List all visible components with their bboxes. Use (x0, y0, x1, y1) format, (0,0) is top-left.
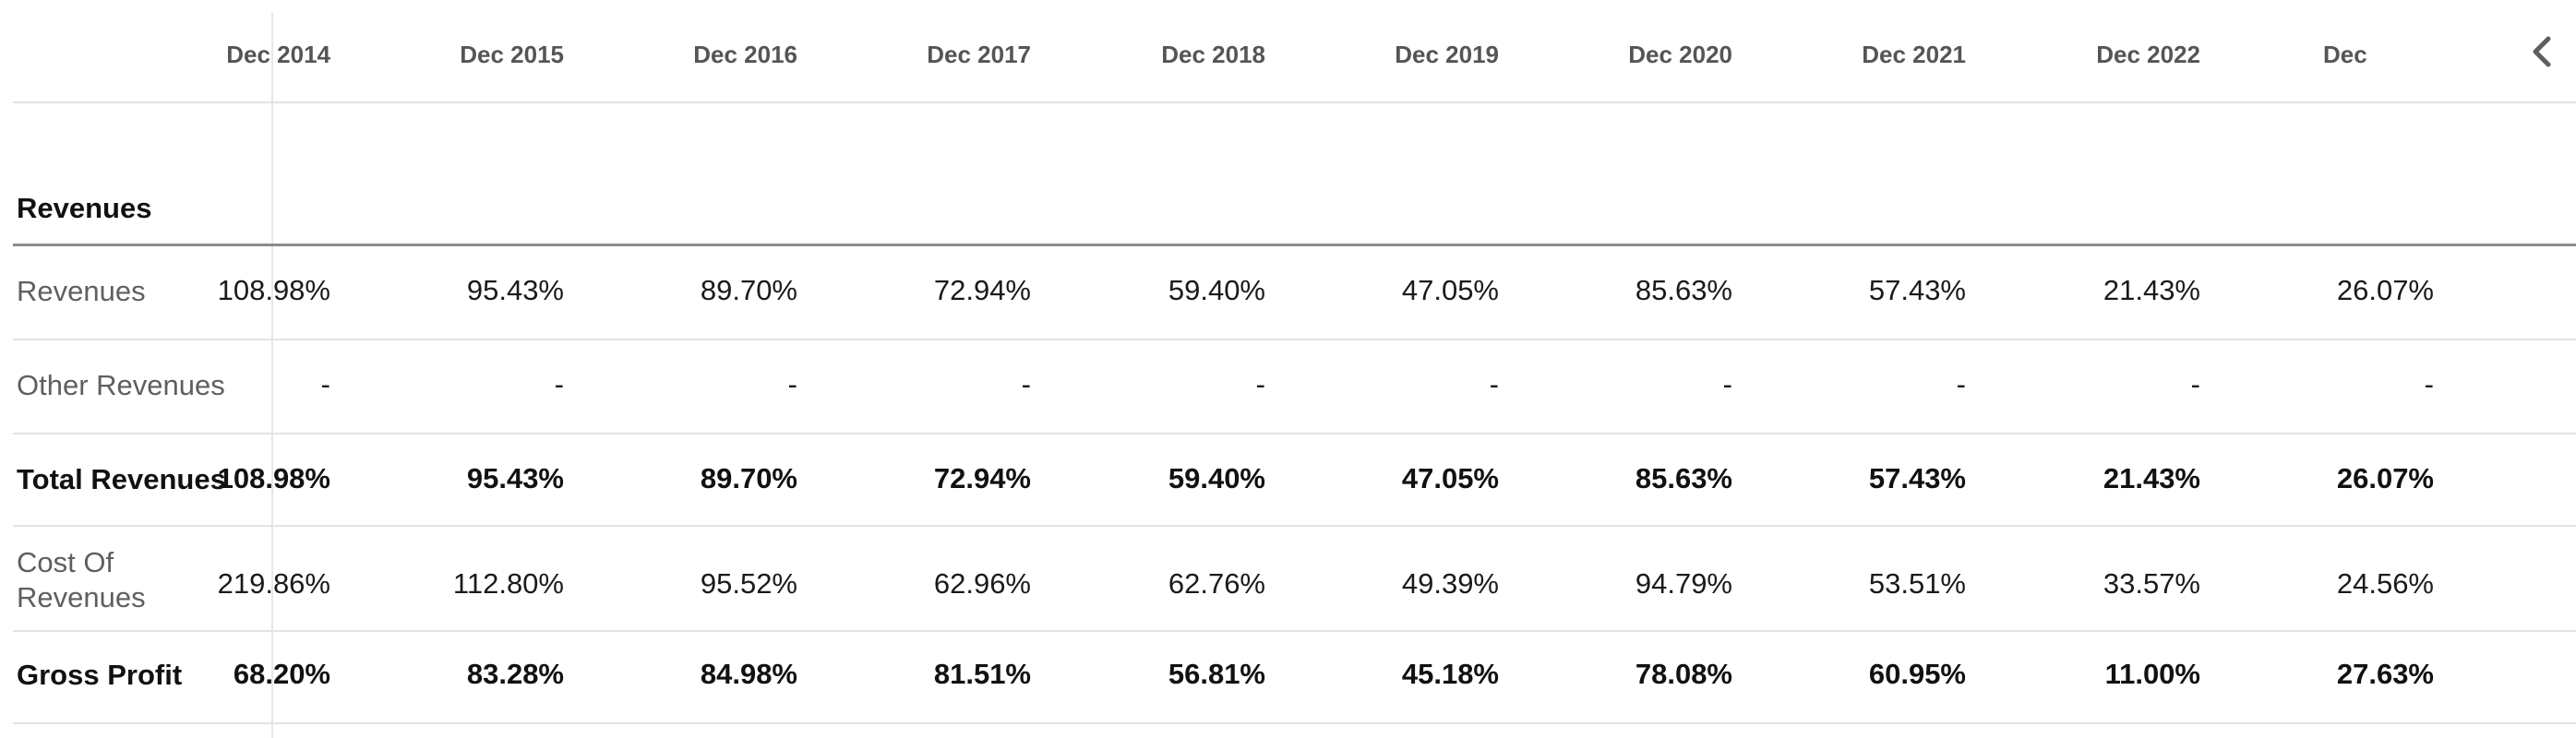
row-label: Other Revenues (17, 369, 225, 401)
table-cell: 108.98% (217, 462, 330, 494)
table-cell: 57.43% (1868, 274, 1966, 306)
table-cell: 78.08% (1635, 658, 1732, 690)
table-cell: - (320, 368, 330, 400)
table-cell: 56.81% (1168, 658, 1265, 690)
row-divider (13, 525, 2576, 527)
table-cell: 108.98% (217, 274, 330, 306)
label-column-divider (271, 13, 273, 738)
table-cell: 84.98% (700, 658, 797, 690)
table-cell: - (2190, 368, 2200, 400)
table-cell: 85.63% (1635, 274, 1732, 306)
row-divider (13, 339, 2576, 340)
section-title: Revenues (17, 192, 152, 224)
header-divider (13, 101, 2576, 103)
table-row: Other Revenues - - - - - - - - - - (13, 340, 2576, 433)
column-header: Dec 2018 (1161, 41, 1265, 68)
table-cell: 47.05% (1401, 274, 1499, 306)
table-cell: 21.43% (2103, 274, 2200, 306)
chevron-left-icon (2533, 36, 2551, 67)
table-cell: 57.43% (1868, 462, 1966, 494)
table-cell: 59.40% (1168, 274, 1265, 306)
table-row: Total Revenues 108.98% 95.43% 89.70% 72.… (13, 434, 2576, 536)
financial-table: Dec 2014 Dec 2015 Dec 2016 Dec 2017 Dec … (13, 13, 2576, 738)
row-divider (13, 630, 2576, 632)
table-cell: 49.39% (1401, 567, 1499, 600)
table-cell: 112.80% (452, 567, 564, 600)
table-cell: - (2424, 368, 2434, 400)
table-cell: - (1956, 368, 1966, 400)
row-label: Gross Profit (17, 659, 183, 691)
column-header: Dec 2022 (2096, 41, 2200, 68)
column-header: Dec 2020 (1628, 41, 1732, 68)
table-cell: - (787, 368, 797, 400)
table-cell: 83.28% (466, 658, 564, 690)
table-cell: 24.56% (2336, 567, 2434, 600)
table-cell: 21.43% (2103, 462, 2200, 494)
table-cell: 89.70% (700, 462, 797, 494)
table-cell: 27.63% (2336, 658, 2434, 690)
table-cell: 47.05% (1401, 462, 1499, 494)
table-cell: 72.94% (933, 462, 1031, 494)
column-header: Dec 2021 (1862, 41, 1966, 68)
table-cell: 219.86% (217, 567, 330, 600)
column-header: Dec 2015 (460, 41, 564, 68)
table-cell: - (554, 368, 564, 400)
row-label: Cost Of Revenues (17, 546, 146, 613)
table-cell: 95.52% (700, 567, 797, 600)
table-cell: 45.18% (1401, 658, 1499, 690)
table-cell: 26.07% (2336, 274, 2434, 306)
section-divider (13, 244, 2576, 246)
table-cell: 62.96% (933, 567, 1031, 600)
table-row: Revenues 108.98% 95.43% 89.70% 72.94% 59… (13, 246, 2576, 339)
row-divider (13, 722, 2576, 724)
column-header: Dec 2016 (693, 41, 797, 68)
table-cell: 89.70% (700, 274, 797, 306)
table-cell: 94.79% (1635, 567, 1732, 600)
table-cell: - (1255, 368, 1265, 400)
table-cell: - (1489, 368, 1499, 400)
row-divider (13, 433, 2576, 434)
table-cell: 11.00% (2104, 658, 2200, 690)
column-header: Dec (2323, 41, 2367, 68)
table-header: Dec 2014 Dec 2015 Dec 2016 Dec 2017 Dec … (13, 13, 2576, 101)
column-header: Dec 2017 (927, 41, 1031, 68)
table-cell: 59.40% (1168, 462, 1265, 494)
table-row: Gross Profit 68.20% 83.28% 84.98% 81.51%… (13, 632, 2576, 724)
table-cell: 68.20% (233, 658, 330, 690)
table-cell: 26.07% (2336, 462, 2434, 494)
table-cell: 72.94% (933, 274, 1031, 306)
table-cell: 33.57% (2103, 567, 2200, 600)
table-cell: - (1021, 368, 1031, 400)
row-label: Revenues (17, 275, 146, 307)
table-cell: 95.43% (466, 462, 564, 494)
row-label: Total Revenues (17, 463, 226, 495)
table-cell: - (1722, 368, 1732, 400)
table-row: Cost Of Revenues 219.86% 112.80% 95.52% … (13, 527, 2576, 641)
table-cell: 85.63% (1635, 462, 1732, 494)
table-cell: 81.51% (933, 658, 1031, 690)
scroll-left-button[interactable] (2522, 31, 2563, 72)
column-header: Dec 2014 (226, 41, 330, 68)
table-cell: 62.76% (1168, 567, 1265, 600)
table-cell: 53.51% (1868, 567, 1966, 600)
column-header: Dec 2019 (1395, 41, 1499, 68)
table-cell: 60.95% (1868, 658, 1966, 690)
table-cell: 95.43% (466, 274, 564, 306)
